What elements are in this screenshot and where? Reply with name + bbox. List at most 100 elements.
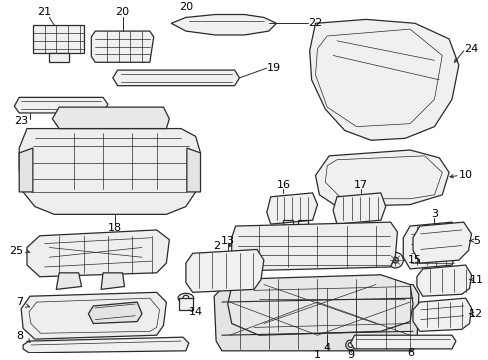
Text: 7: 7 xyxy=(16,297,23,307)
Polygon shape xyxy=(113,70,239,86)
Ellipse shape xyxy=(146,41,149,44)
Ellipse shape xyxy=(242,316,246,320)
Ellipse shape xyxy=(345,340,355,350)
Polygon shape xyxy=(186,148,200,192)
Ellipse shape xyxy=(315,316,319,320)
Polygon shape xyxy=(19,129,200,214)
Ellipse shape xyxy=(110,278,116,284)
Ellipse shape xyxy=(367,302,374,309)
Ellipse shape xyxy=(366,244,374,251)
Ellipse shape xyxy=(207,268,213,274)
Polygon shape xyxy=(315,150,448,207)
Text: 25: 25 xyxy=(9,246,23,256)
Ellipse shape xyxy=(100,57,102,60)
Text: 3: 3 xyxy=(430,210,437,219)
Polygon shape xyxy=(179,298,192,310)
Text: 11: 11 xyxy=(468,275,482,285)
Ellipse shape xyxy=(37,43,40,46)
Polygon shape xyxy=(52,107,169,129)
Ellipse shape xyxy=(369,246,372,249)
Ellipse shape xyxy=(347,342,352,347)
Ellipse shape xyxy=(303,244,311,251)
Text: 24: 24 xyxy=(464,44,478,54)
Text: 13: 13 xyxy=(221,236,234,246)
Text: 16: 16 xyxy=(276,180,290,190)
Ellipse shape xyxy=(111,33,114,36)
Polygon shape xyxy=(101,273,124,289)
Ellipse shape xyxy=(123,57,126,60)
Ellipse shape xyxy=(49,36,52,39)
Polygon shape xyxy=(214,284,418,351)
Ellipse shape xyxy=(252,246,255,249)
Ellipse shape xyxy=(387,252,403,268)
Ellipse shape xyxy=(100,49,102,52)
Text: 20: 20 xyxy=(115,6,129,17)
Text: 21: 21 xyxy=(38,6,52,17)
Polygon shape xyxy=(56,273,81,289)
Ellipse shape xyxy=(146,49,149,52)
Polygon shape xyxy=(231,222,397,271)
Ellipse shape xyxy=(393,316,397,320)
Text: 8: 8 xyxy=(16,331,23,341)
Text: 22: 22 xyxy=(308,18,322,28)
Ellipse shape xyxy=(318,302,325,309)
Ellipse shape xyxy=(134,33,137,36)
Text: 18: 18 xyxy=(107,223,122,233)
Polygon shape xyxy=(403,222,458,269)
Ellipse shape xyxy=(111,49,114,52)
Polygon shape xyxy=(350,335,455,349)
Text: 2: 2 xyxy=(212,240,220,251)
Text: 19: 19 xyxy=(266,63,280,73)
Ellipse shape xyxy=(49,43,52,46)
Ellipse shape xyxy=(61,43,63,46)
Polygon shape xyxy=(266,193,317,224)
Ellipse shape xyxy=(312,313,321,322)
Ellipse shape xyxy=(123,33,126,36)
Ellipse shape xyxy=(250,244,258,251)
Text: 17: 17 xyxy=(354,180,367,190)
Ellipse shape xyxy=(390,313,399,322)
Ellipse shape xyxy=(392,257,398,263)
Ellipse shape xyxy=(134,41,137,44)
Ellipse shape xyxy=(178,293,193,303)
Ellipse shape xyxy=(72,43,75,46)
Ellipse shape xyxy=(270,302,277,309)
Ellipse shape xyxy=(72,28,75,31)
Ellipse shape xyxy=(367,204,372,209)
Polygon shape xyxy=(14,97,108,113)
Polygon shape xyxy=(412,298,470,331)
Ellipse shape xyxy=(240,313,248,322)
Text: 9: 9 xyxy=(346,350,353,360)
Polygon shape xyxy=(23,337,188,353)
Ellipse shape xyxy=(146,33,149,36)
Ellipse shape xyxy=(111,41,114,44)
Ellipse shape xyxy=(134,49,137,52)
Ellipse shape xyxy=(183,295,188,301)
Ellipse shape xyxy=(61,28,63,31)
Ellipse shape xyxy=(61,36,63,39)
Text: 20: 20 xyxy=(179,2,193,12)
Polygon shape xyxy=(227,275,412,335)
Ellipse shape xyxy=(66,278,72,284)
Text: 6: 6 xyxy=(407,348,414,358)
Polygon shape xyxy=(27,230,169,277)
Text: 12: 12 xyxy=(468,309,483,319)
Polygon shape xyxy=(332,193,385,224)
Text: 14: 14 xyxy=(188,307,203,317)
Ellipse shape xyxy=(37,36,40,39)
Text: 23: 23 xyxy=(14,116,28,126)
Ellipse shape xyxy=(134,57,137,60)
Text: 4: 4 xyxy=(323,343,330,353)
Polygon shape xyxy=(88,302,142,324)
Polygon shape xyxy=(416,265,470,296)
Polygon shape xyxy=(49,53,69,62)
Ellipse shape xyxy=(234,268,240,274)
Ellipse shape xyxy=(146,57,149,60)
Text: 1: 1 xyxy=(313,350,320,360)
Ellipse shape xyxy=(49,28,52,31)
Ellipse shape xyxy=(305,246,308,249)
Polygon shape xyxy=(21,292,166,339)
Ellipse shape xyxy=(100,33,102,36)
Polygon shape xyxy=(412,222,470,263)
Polygon shape xyxy=(19,148,33,192)
